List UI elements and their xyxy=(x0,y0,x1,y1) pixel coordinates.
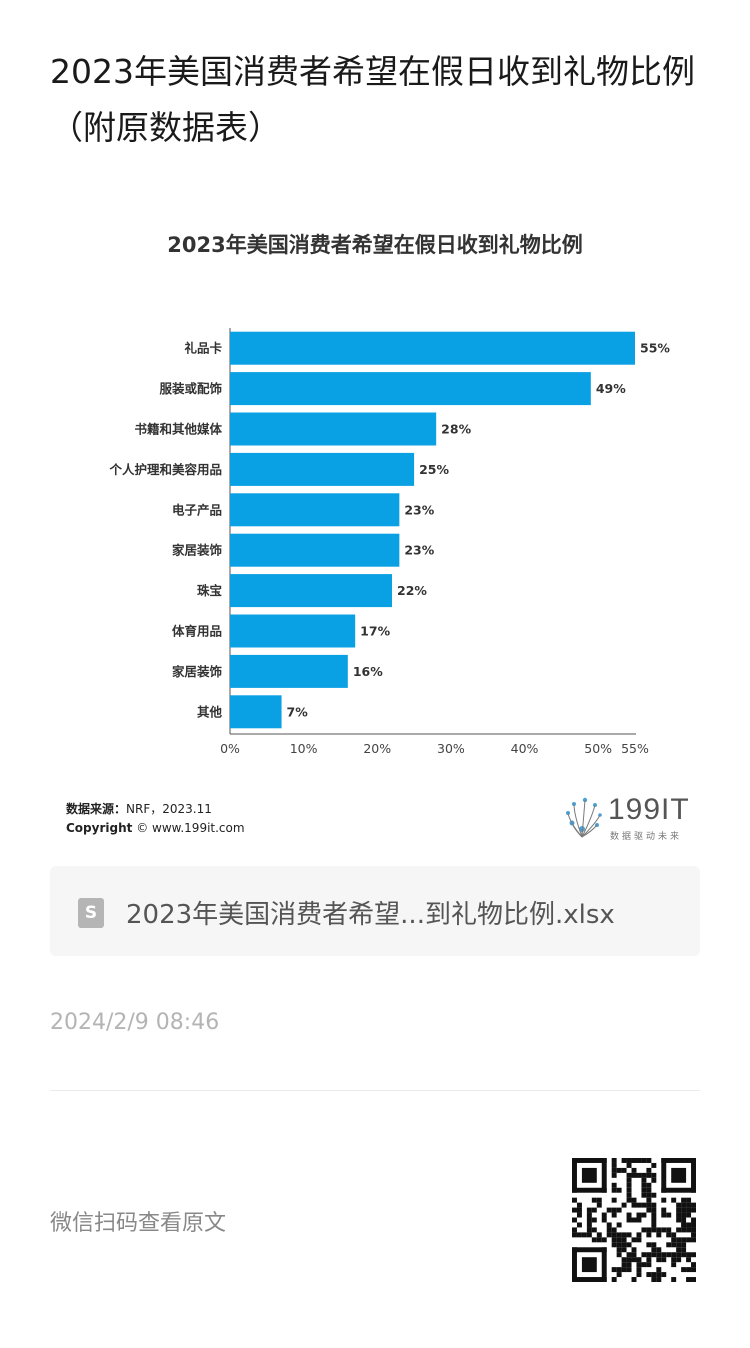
value-label: 49% xyxy=(596,381,626,396)
category-label: 珠宝 xyxy=(197,583,222,598)
spreadsheet-file-icon: S xyxy=(78,898,104,928)
attachment-file-name[interactable]: 2023年美国消费者希望...到礼物比例.xlsx xyxy=(126,900,615,930)
logo-text: 199IT xyxy=(608,793,690,826)
category-label: 家居装饰 xyxy=(172,664,223,679)
x-tick-label: 10% xyxy=(290,741,318,756)
article-title: 2023年美国消费者希望在假日收到礼物比例（附原数据表） xyxy=(50,52,695,147)
copyright-label: Copyright xyxy=(66,821,133,835)
category-label: 礼品卡 xyxy=(184,341,222,356)
bar xyxy=(230,614,356,648)
category-label: 服装或配饰 xyxy=(159,381,222,396)
bar-chart: 礼品卡 55% 服装或配饰 49% 书籍和其他媒体 28% 个人护理和美容用品 25% 电子产品… xyxy=(108,328,670,756)
value-label: 16% xyxy=(353,664,383,679)
x-tick-label: 50% xyxy=(584,741,612,756)
x-tick-label: 0% xyxy=(220,741,240,756)
bar xyxy=(230,493,400,527)
value-label: 7% xyxy=(287,704,309,719)
publish-timestamp: 2024/2/9 08:46 xyxy=(50,1010,220,1035)
copyright-line: Copyright © www.199it.com xyxy=(66,821,245,835)
value-label: 28% xyxy=(441,422,471,437)
bar xyxy=(230,331,635,365)
value-label: 22% xyxy=(397,583,427,598)
category-label: 体育用品 xyxy=(172,624,222,639)
x-tick-label: 55% xyxy=(621,741,649,756)
divider xyxy=(50,1090,700,1091)
x-tick-label: 30% xyxy=(437,741,465,756)
bar xyxy=(230,574,392,608)
bar xyxy=(230,533,400,567)
category-label: 电子产品 xyxy=(172,502,222,517)
bar xyxy=(230,412,437,446)
source-label: 数据来源： xyxy=(66,802,127,816)
chart-image: 2023年美国消费者希望在假日收到礼物比例 礼品卡 55% 服装或配饰 49% 书籍和其… xyxy=(50,215,700,855)
value-label: 55% xyxy=(640,341,670,356)
category-label: 其他 xyxy=(197,704,223,719)
logo-subtitle: 数据驱动未来 xyxy=(610,832,683,842)
logo-burst-icon xyxy=(566,797,602,838)
copyright-text: © www.199it.com xyxy=(136,821,245,835)
source-line: 数据来源：NRF，2023.11 xyxy=(66,800,212,817)
value-label: 23% xyxy=(404,502,434,517)
bar xyxy=(230,452,415,486)
x-tick-label: 20% xyxy=(363,741,391,756)
category-label: 个人护理和美容用品 xyxy=(108,462,222,477)
value-label: 23% xyxy=(404,543,434,558)
category-label: 书籍和其他媒体 xyxy=(134,422,222,437)
qr-code-icon[interactable] xyxy=(572,1158,696,1282)
bar xyxy=(230,695,282,729)
source-text: NRF，2023.11 xyxy=(126,802,212,816)
x-tick-label: 40% xyxy=(511,741,539,756)
value-label: 17% xyxy=(360,624,390,639)
chart-title: 2023年美国消费者希望在假日收到礼物比例 xyxy=(167,233,583,257)
category-label: 家居装饰 xyxy=(172,543,223,558)
bar xyxy=(230,654,348,688)
value-label: 25% xyxy=(419,462,449,477)
bar xyxy=(230,372,591,406)
qr-hint-text: 微信扫码查看原文 xyxy=(50,1211,227,1236)
brand-logo: 199IT 数据驱动未来 xyxy=(558,793,698,843)
attachment-card[interactable]: S 2023年美国消费者希望...到礼物比例.xlsx xyxy=(50,866,700,956)
